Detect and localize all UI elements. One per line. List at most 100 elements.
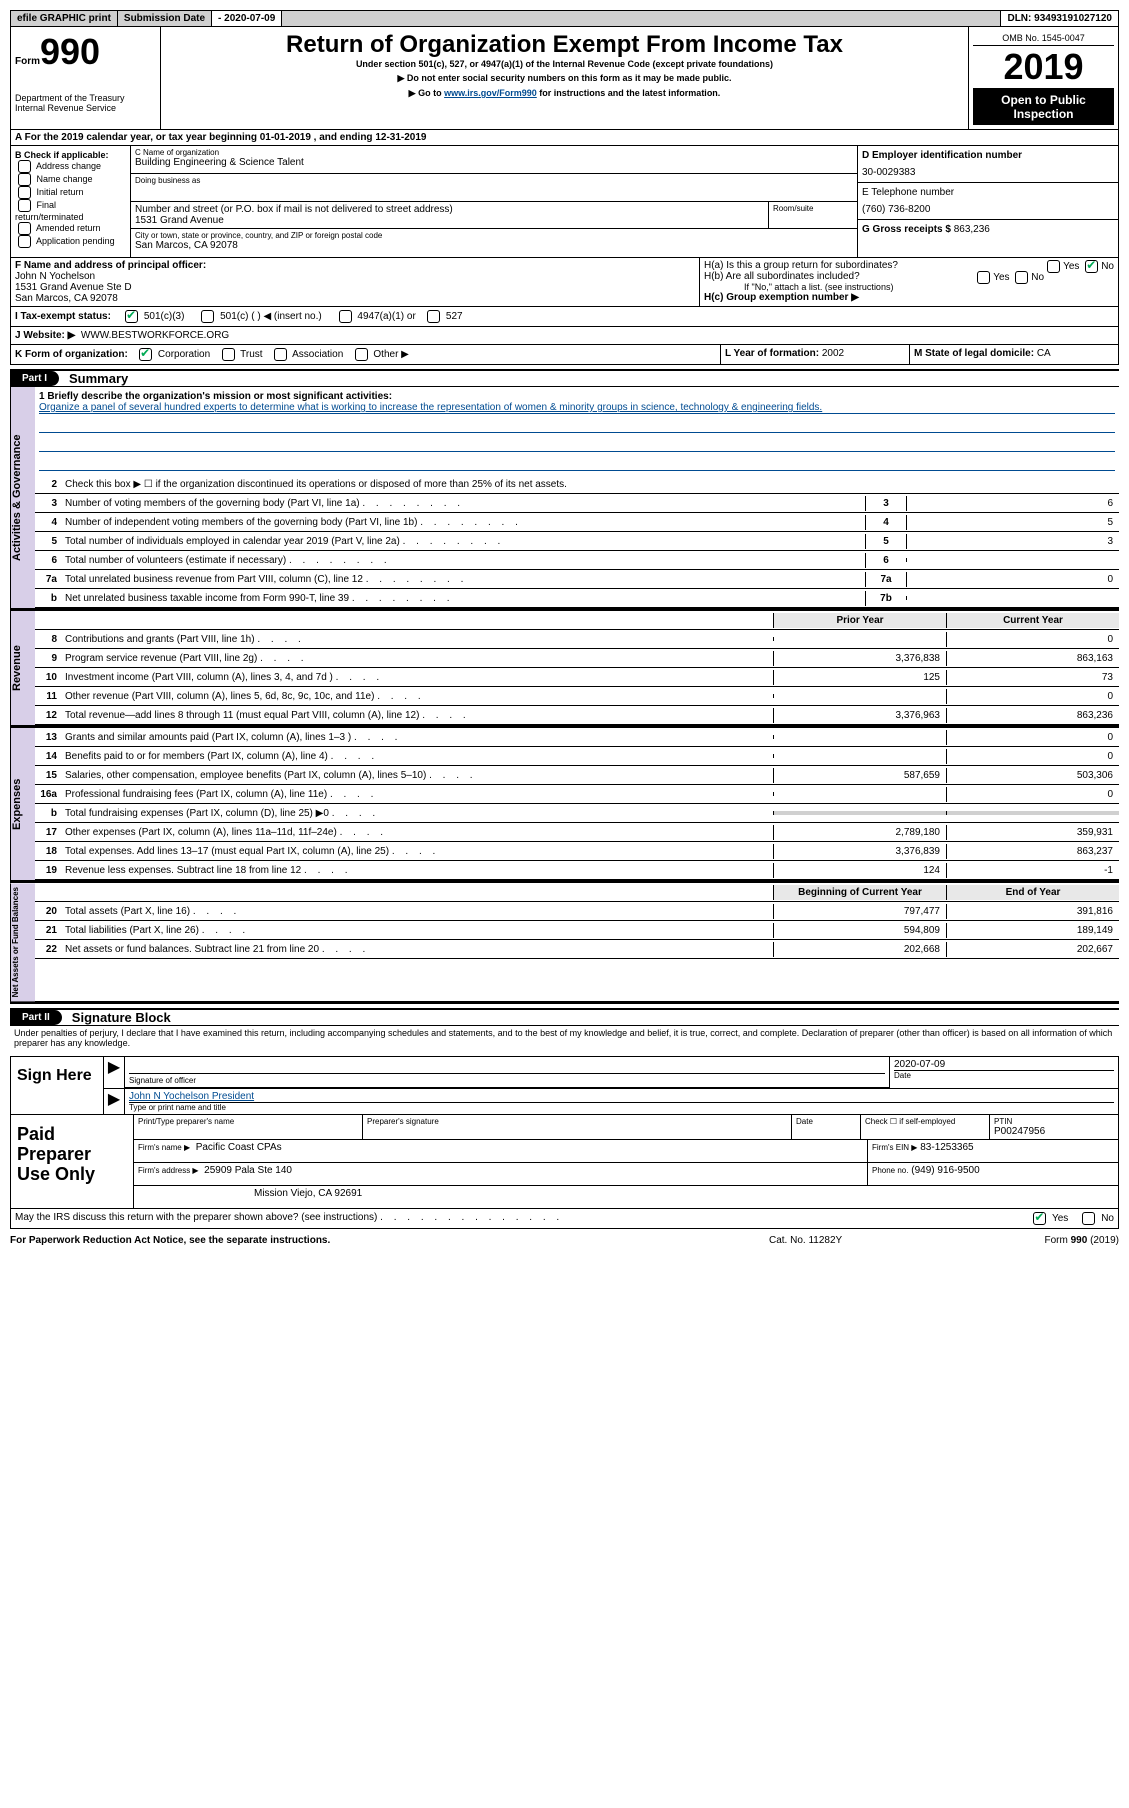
org-name-label: C Name of organization (135, 148, 853, 157)
final-return-checkbox[interactable] (18, 199, 31, 212)
part1-expenses: Expenses 13Grants and similar amounts pa… (10, 728, 1119, 883)
app-pending-checkbox[interactable] (18, 235, 31, 248)
subordinates-no-checkbox[interactable] (1015, 271, 1028, 284)
omb-number: OMB No. 1545-0047 (973, 31, 1114, 46)
top-bar: efile GRAPHIC print Submission Date - 20… (10, 10, 1119, 27)
501c-checkbox[interactable] (201, 310, 214, 323)
line-22: 22Net assets or fund balances. Subtract … (35, 940, 1119, 959)
form-of-org-row: K Form of organization: Corporation Trus… (10, 345, 1119, 365)
address-change-checkbox[interactable] (18, 160, 31, 173)
initial-return-checkbox[interactable] (18, 186, 31, 199)
subtitle-2: ▶ Do not enter social security numbers o… (165, 73, 964, 84)
4947-checkbox[interactable] (339, 310, 352, 323)
part1-governance: Activities & Governance 1 Briefly descri… (10, 387, 1119, 611)
section-b-checkboxes: B Check if applicable: Address change Na… (11, 146, 131, 257)
submission-date-value: - 2020-07-09 (212, 11, 282, 26)
form-label: Form (15, 56, 40, 67)
trust-checkbox[interactable] (222, 348, 235, 361)
page-footer: For Paperwork Reduction Act Notice, see … (10, 1233, 1119, 1248)
group-return-yes-checkbox[interactable] (1047, 260, 1060, 273)
subtitle-3-post: for instructions and the latest informat… (537, 88, 721, 98)
firm-addr1: 25909 Pala Ste 140 (204, 1165, 292, 1176)
gross-receipts-label: G Gross receipts $ (862, 224, 951, 235)
firm-name: Pacific Coast CPAs (196, 1142, 282, 1153)
line-12: 12Total revenue—add lines 8 through 11 (… (35, 706, 1119, 725)
discuss-no-checkbox[interactable] (1082, 1212, 1095, 1225)
dept-line1: Department of the Treasury (15, 93, 156, 103)
line-13: 13Grants and similar amounts paid (Part … (35, 728, 1119, 747)
part1-header: Part I Summary (10, 369, 1119, 387)
line-10: 10Investment income (Part VIII, column (… (35, 668, 1119, 687)
firm-phone: (949) 916-9500 (911, 1165, 979, 1176)
subtitle-3-pre: ▶ Go to (409, 88, 444, 98)
sign-here-block: Sign Here ▶ Signature of officer 2020-07… (10, 1056, 1119, 1115)
amended-return-checkbox[interactable] (18, 222, 31, 235)
city-state-zip: San Marcos, CA 92078 (135, 240, 853, 251)
part2-header: Part II Signature Block (10, 1008, 1119, 1026)
ptin-value: P00247956 (994, 1126, 1114, 1137)
tax-exempt-status-row: I Tax-exempt status: 501(c)(3) 501(c) ( … (10, 307, 1119, 327)
summary-line-4: 4Number of independent voting members of… (35, 513, 1119, 532)
group-return-no-checkbox[interactable] (1085, 260, 1098, 273)
ein-label: D Employer identification number (862, 150, 1114, 161)
form-header: Form990 Department of the Treasury Inter… (10, 27, 1119, 130)
tax-year: 2019 (973, 46, 1114, 89)
street-label: Number and street (or P.O. box if mail i… (135, 204, 764, 215)
instructions-link[interactable]: www.irs.gov/Form990 (444, 88, 537, 98)
officer-typed-name: John N Yochelson President (129, 1091, 1114, 1103)
officer-addr2: San Marcos, CA 92078 (15, 293, 695, 304)
ein-value: 30-0029383 (862, 167, 1114, 178)
city-label: City or town, state or province, country… (135, 231, 853, 240)
line-9: 9Program service revenue (Part VIII, lin… (35, 649, 1119, 668)
line-8: 8Contributions and grants (Part VIII, li… (35, 630, 1119, 649)
phone-label: E Telephone number (862, 187, 1114, 198)
officer-addr1: 1531 Grand Avenue Ste D (15, 282, 695, 293)
firm-ein: 83-1253365 (920, 1142, 973, 1153)
submission-date-label: Submission Date (118, 11, 212, 26)
summary-line-3: 3Number of voting members of the governi… (35, 494, 1119, 513)
part1-revenue: Revenue Prior Year Current Year 8Contrib… (10, 611, 1119, 728)
officer-group-block: F Name and address of principal officer:… (10, 258, 1119, 307)
sign-date: 2020-07-09 (894, 1059, 1114, 1070)
officer-name: John N Yochelson (15, 271, 695, 282)
discuss-row: May the IRS discuss this return with the… (10, 1209, 1119, 1229)
association-checkbox[interactable] (274, 348, 287, 361)
summary-line-7a: 7aTotal unrelated business revenue from … (35, 570, 1119, 589)
line-16a: 16aProfessional fundraising fees (Part I… (35, 785, 1119, 804)
gross-receipts-value: 863,236 (954, 224, 990, 235)
other-checkbox[interactable] (355, 348, 368, 361)
website-row: J Website: ▶ WWW.BESTWORKFORCE.ORG (10, 327, 1119, 345)
line-17: 17Other expenses (Part IX, column (A), l… (35, 823, 1119, 842)
org-name: Building Engineering & Science Talent (135, 157, 853, 168)
dept-line2: Internal Revenue Service (15, 103, 156, 113)
line-18: 18Total expenses. Add lines 13–17 (must … (35, 842, 1119, 861)
summary-line-6: 6Total number of volunteers (estimate if… (35, 551, 1119, 570)
part1-netassets: Net Assets or Fund Balances Beginning of… (10, 883, 1119, 1004)
form-title: Return of Organization Exempt From Incom… (165, 31, 964, 59)
dln-value: DLN: 93493191027120 (1001, 11, 1118, 26)
summary-line-5: 5Total number of individuals employed in… (35, 532, 1119, 551)
501c3-checkbox[interactable] (125, 310, 138, 323)
entity-info-block: B Check if applicable: Address change Na… (10, 146, 1119, 258)
room-suite-label: Room/suite (769, 202, 857, 228)
subtitle-1: Under section 501(c), 527, or 4947(a)(1)… (165, 59, 964, 69)
name-change-checkbox[interactable] (18, 173, 31, 186)
527-checkbox[interactable] (427, 310, 440, 323)
website-value: WWW.BESTWORKFORCE.ORG (81, 330, 229, 341)
summary-line-b: bNet unrelated business taxable income f… (35, 589, 1119, 608)
mission-text: Organize a panel of several hundred expe… (39, 402, 1115, 414)
form-number: 990 (40, 31, 100, 72)
subordinates-yes-checkbox[interactable] (977, 271, 990, 284)
line-15: 15Salaries, other compensation, employee… (35, 766, 1119, 785)
line-14: 14Benefits paid to or for members (Part … (35, 747, 1119, 766)
declaration-text: Under penalties of perjury, I declare th… (10, 1026, 1119, 1050)
corporation-checkbox[interactable] (139, 348, 152, 361)
line-20: 20Total assets (Part X, line 16) . . . .… (35, 902, 1119, 921)
line-21: 21Total liabilities (Part X, line 26) . … (35, 921, 1119, 940)
line-19: 19Revenue less expenses. Subtract line 1… (35, 861, 1119, 880)
state-domicile: CA (1037, 348, 1051, 359)
paid-preparer-block: Paid Preparer Use Only Print/Type prepar… (10, 1115, 1119, 1209)
discuss-yes-checkbox[interactable] (1033, 1212, 1046, 1225)
efile-label[interactable]: efile GRAPHIC print (11, 11, 118, 26)
open-public-badge: Open to Public Inspection (973, 89, 1114, 125)
